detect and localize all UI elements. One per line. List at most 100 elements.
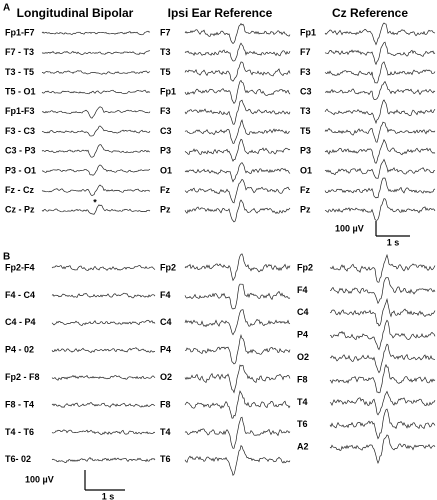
channel-label: Fp2-F4 [5, 262, 35, 272]
waveform [41, 50, 151, 55]
waveform [329, 277, 436, 305]
channel-label: Cz - Pz [5, 205, 35, 215]
waveform [329, 297, 436, 327]
channel-label: O2 [160, 372, 172, 382]
channel-label: O2 [297, 352, 309, 362]
waveform [41, 30, 151, 36]
channel-label: T4 - T6 [5, 427, 34, 437]
channel-label: T6- 02 [5, 454, 31, 464]
channel-label: F7 - T3 [5, 47, 34, 57]
waveform [329, 434, 436, 464]
waveform [184, 99, 291, 125]
waveform [184, 162, 291, 183]
waveform [184, 138, 291, 162]
channel-label: T3 [300, 106, 311, 116]
waveform [41, 144, 151, 158]
waveform [324, 99, 436, 125]
waveform [51, 319, 156, 327]
scale-time: 1 s [102, 491, 115, 500]
waveform [184, 444, 291, 477]
channel-label: P3 [160, 146, 171, 156]
waveform [329, 319, 436, 351]
panel-label: B [3, 252, 10, 263]
waveform [41, 89, 151, 95]
waveform [324, 80, 436, 100]
waveform [184, 178, 291, 204]
channel-label: F4 [297, 285, 308, 295]
channel-label: F4 [160, 290, 171, 300]
channel-label: Fp1 [160, 86, 176, 96]
waveform [324, 61, 436, 84]
channel-label: C3 [160, 126, 172, 136]
channel-label: T3 [160, 47, 171, 57]
channel-label: F4 - C4 [5, 290, 35, 300]
channel-label: C4 [297, 307, 309, 317]
waveform [51, 265, 156, 272]
waveform [184, 364, 291, 394]
channel-label: P4 - 02 [5, 345, 34, 355]
channel-label: Fp1-F3 [5, 106, 35, 116]
channel-label: F8 - T4 [5, 399, 34, 409]
waveform [184, 199, 291, 223]
waveform [41, 106, 151, 119]
waveform [324, 138, 436, 164]
channel-label: F7 [300, 47, 311, 57]
waveform [329, 390, 436, 416]
waveform [51, 292, 156, 299]
channel-label: O1 [160, 165, 172, 175]
waveform [329, 343, 436, 374]
channel-label: Fp2 [297, 262, 313, 272]
channel-label: F3 [160, 106, 171, 116]
waveform [41, 70, 151, 75]
channel-label: Fz [300, 185, 310, 195]
annotation: * [93, 197, 97, 207]
channel-label: Fz - Cz [5, 185, 34, 195]
channel-label: P3 [300, 146, 311, 156]
channel-label: P3 - O1 [5, 165, 36, 175]
channel-label: F8 [297, 374, 308, 384]
waveform [324, 177, 436, 199]
waveform [324, 198, 436, 221]
channel-label: O1 [300, 165, 312, 175]
waveform [184, 42, 291, 62]
channel-label: F3 [300, 67, 311, 77]
waveform [51, 429, 156, 435]
waveform [329, 253, 436, 283]
channel-label: T4 [160, 427, 171, 437]
waveform [184, 333, 291, 365]
waveform [41, 125, 151, 137]
channel-label: T3 - T5 [5, 67, 34, 77]
waveform [324, 41, 436, 66]
waveform [184, 61, 291, 82]
channel-label: F3 - C3 [5, 126, 35, 136]
channel-label: A2 [297, 442, 309, 452]
channel-label: Fp1 [300, 27, 316, 37]
column-title: Cz Reference [332, 6, 408, 20]
channel-label: P4 [160, 345, 171, 355]
column-title: Longitudinal Bipolar [17, 6, 134, 20]
waveform [324, 22, 436, 46]
channel-label: Fz [160, 185, 170, 195]
channel-label: Pz [160, 205, 171, 215]
channel-label: T6 [160, 454, 171, 464]
waveform [329, 408, 436, 440]
waveform [184, 283, 291, 310]
channel-label: P4 [297, 330, 308, 340]
column-title: Ipsi Ear Reference [168, 6, 273, 20]
channel-label: C3 - P3 [5, 146, 36, 156]
channel-label: C4 - P4 [5, 317, 36, 327]
channel-label: Fp2 - F8 [5, 372, 40, 382]
channel-label: C4 [160, 317, 172, 327]
waveform [41, 204, 151, 215]
waveform [184, 390, 291, 419]
channel-label: F7 [160, 27, 171, 37]
scale-amplitude: 100 µV [25, 474, 54, 484]
panel-label: A [3, 3, 10, 14]
waveform [184, 79, 291, 104]
channel-label: Fp2 [160, 262, 176, 272]
waveform [184, 416, 291, 449]
channel-label: T5 [300, 126, 311, 136]
scale-time: 1 s [387, 237, 400, 247]
channel-label: C3 [300, 86, 312, 96]
